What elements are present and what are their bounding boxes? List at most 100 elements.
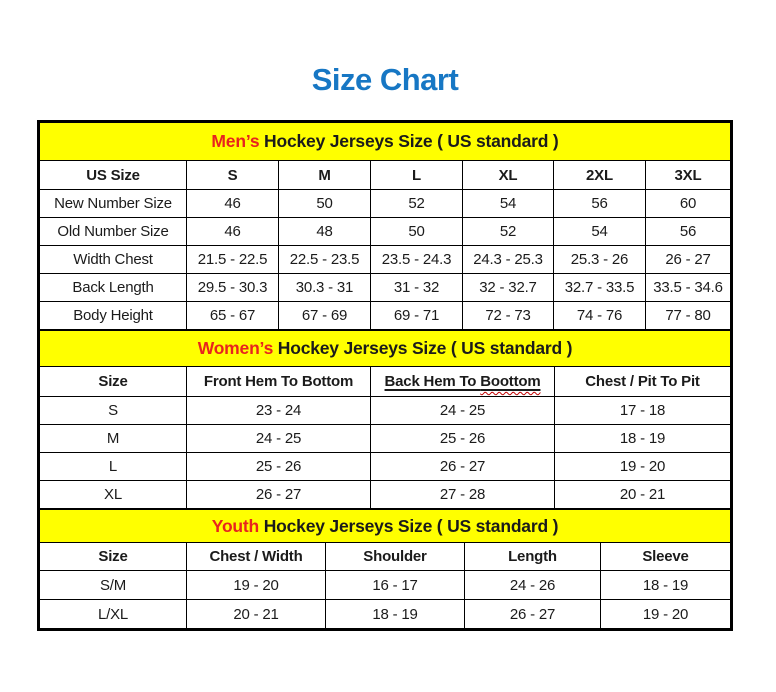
youth-section-banner: Youth Hockey Jerseys Size ( US standard …	[39, 509, 731, 543]
youth-banner-highlight: Youth	[211, 515, 260, 536]
value-cell: 18 - 19	[554, 424, 731, 453]
value-cell: 48	[278, 217, 371, 246]
youth-banner-text: Hockey Jerseys Size ( US standard )	[259, 515, 559, 536]
value-cell: 19 - 20	[554, 452, 731, 481]
value-cell: 26 - 27	[645, 245, 731, 274]
value-cell: 25 - 26	[186, 452, 371, 481]
column-header-2xl: 2XL	[553, 160, 646, 190]
value-cell: 30.3 - 31	[278, 273, 371, 302]
value-cell: 18 - 19	[600, 570, 731, 600]
value-cell: 60	[645, 189, 731, 218]
value-cell: 33.5 - 34.6	[645, 273, 731, 302]
row-label: L	[39, 452, 187, 481]
value-cell: 18 - 19	[325, 599, 465, 629]
womens-banner-highlight: Women’s	[197, 338, 274, 358]
value-cell: 31 - 32	[370, 273, 463, 302]
row-label: Old Number Size	[39, 217, 187, 246]
youth-size-table: Youth Hockey Jerseys Size ( US standard …	[39, 509, 731, 629]
value-cell: 65 - 67	[186, 301, 279, 330]
value-cell: 26 - 27	[186, 480, 371, 509]
row-label: L/XL	[39, 599, 187, 629]
value-cell: 17 - 18	[554, 396, 731, 425]
table-row-body-height: Body Height 65 - 67 67 - 69 69 - 71 72 -…	[39, 301, 731, 330]
column-header-chest-pit: Chest / Pit To Pit	[554, 366, 731, 397]
value-cell: 56	[645, 217, 731, 246]
mens-banner-row: Men’s Hockey Jerseys Size ( US standard …	[39, 122, 731, 161]
value-cell: 19 - 20	[186, 570, 326, 600]
table-row-new-number-size: New Number Size 46 50 52 54 56 60	[39, 189, 731, 218]
table-row-back-length: Back Length 29.5 - 30.3 30.3 - 31 31 - 3…	[39, 273, 731, 302]
value-cell: 22.5 - 23.5	[278, 245, 371, 274]
womens-banner-row: Women’s Hockey Jerseys Size ( US standar…	[39, 330, 731, 367]
page-title: Size Chart	[311, 62, 459, 97]
row-label: Back Length	[39, 273, 187, 302]
table-row-women-xl: XL 26 - 27 27 - 28 20 - 21	[39, 480, 731, 509]
table-row-women-s: S 23 - 24 24 - 25 17 - 18	[39, 396, 731, 425]
column-header-shoulder: Shoulder	[325, 542, 465, 571]
row-label: Width Chest	[39, 245, 187, 274]
womens-header-row: Size Front Hem To Bottom Back Hem To Boo…	[39, 366, 731, 397]
value-cell: 46	[186, 189, 279, 218]
value-cell: 29.5 - 30.3	[186, 273, 279, 302]
column-header-s: S	[186, 160, 279, 190]
value-cell: 77 - 80	[645, 301, 731, 330]
value-cell: 52	[370, 189, 463, 218]
table-row-old-number-size: Old Number Size 46 48 50 52 54 56	[39, 217, 731, 246]
value-cell: 67 - 69	[278, 301, 371, 330]
back-hem-underlined-phrase: Back Hem To Boottom	[385, 373, 541, 390]
value-cell: 72 - 73	[462, 301, 554, 330]
column-header-l: L	[370, 160, 463, 190]
value-cell: 32 - 32.7	[462, 273, 554, 302]
column-header-chest-width: Chest / Width	[186, 542, 326, 571]
mens-banner-text: Hockey Jerseys Size ( US standard )	[259, 131, 559, 151]
value-cell: 74 - 76	[553, 301, 646, 330]
row-label: New Number Size	[39, 189, 187, 218]
value-cell: 16 - 17	[325, 570, 465, 600]
value-cell: 27 - 28	[370, 480, 555, 509]
mens-section-banner: Men’s Hockey Jerseys Size ( US standard …	[39, 122, 731, 161]
value-cell: 19 - 20	[600, 599, 731, 629]
row-label: M	[39, 424, 187, 453]
row-label: S/M	[39, 570, 187, 600]
table-row-youth-lxl: L/XL 20 - 21 18 - 19 26 - 27 19 - 20	[39, 599, 731, 629]
column-header-front-hem: Front Hem To Bottom	[186, 366, 371, 397]
value-cell: 20 - 21	[554, 480, 731, 509]
womens-section-banner: Women’s Hockey Jerseys Size ( US standar…	[39, 330, 731, 367]
row-label: XL	[39, 480, 187, 509]
value-cell: 21.5 - 22.5	[186, 245, 279, 274]
value-cell: 50	[278, 189, 371, 218]
value-cell: 54	[553, 217, 646, 246]
column-header-3xl: 3XL	[645, 160, 731, 190]
value-cell: 24 - 25	[370, 396, 555, 425]
value-cell: 69 - 71	[370, 301, 463, 330]
womens-size-table: Women’s Hockey Jerseys Size ( US standar…	[39, 330, 731, 509]
youth-banner-row: Youth Hockey Jerseys Size ( US standard …	[39, 509, 731, 543]
back-hem-prefix: Back Hem To	[384, 373, 481, 390]
column-header-sleeve: Sleeve	[600, 542, 731, 571]
column-header-length: Length	[464, 542, 601, 571]
column-header-back-hem: Back Hem To Boottom	[370, 366, 555, 397]
value-cell: 24 - 26	[464, 570, 601, 600]
table-row-width-chest: Width Chest 21.5 - 22.5 22.5 - 23.5 23.5…	[39, 245, 731, 274]
value-cell: 20 - 21	[186, 599, 326, 629]
table-row-women-m: M 24 - 25 25 - 26 18 - 19	[39, 424, 731, 453]
column-header-us-size: US Size	[39, 160, 187, 190]
size-chart-tables: Men’s Hockey Jerseys Size ( US standard …	[37, 120, 733, 631]
womens-banner-text: Hockey Jerseys Size ( US standard )	[273, 338, 573, 358]
value-cell: 25.3 - 26	[553, 245, 646, 274]
value-cell: 24 - 25	[186, 424, 371, 453]
value-cell: 32.7 - 33.5	[553, 273, 646, 302]
mens-banner-highlight: Men’s	[211, 131, 260, 151]
column-header-size: Size	[39, 542, 187, 571]
column-header-m: M	[278, 160, 371, 190]
value-cell: 46	[186, 217, 279, 246]
value-cell: 56	[553, 189, 646, 218]
mens-header-row: US Size S M L XL 2XL 3XL	[39, 160, 731, 190]
column-header-size: Size	[39, 366, 187, 397]
value-cell: 52	[462, 217, 554, 246]
value-cell: 26 - 27	[464, 599, 601, 629]
value-cell: 50	[370, 217, 463, 246]
value-cell: 26 - 27	[370, 452, 555, 481]
value-cell: 23.5 - 24.3	[370, 245, 463, 274]
